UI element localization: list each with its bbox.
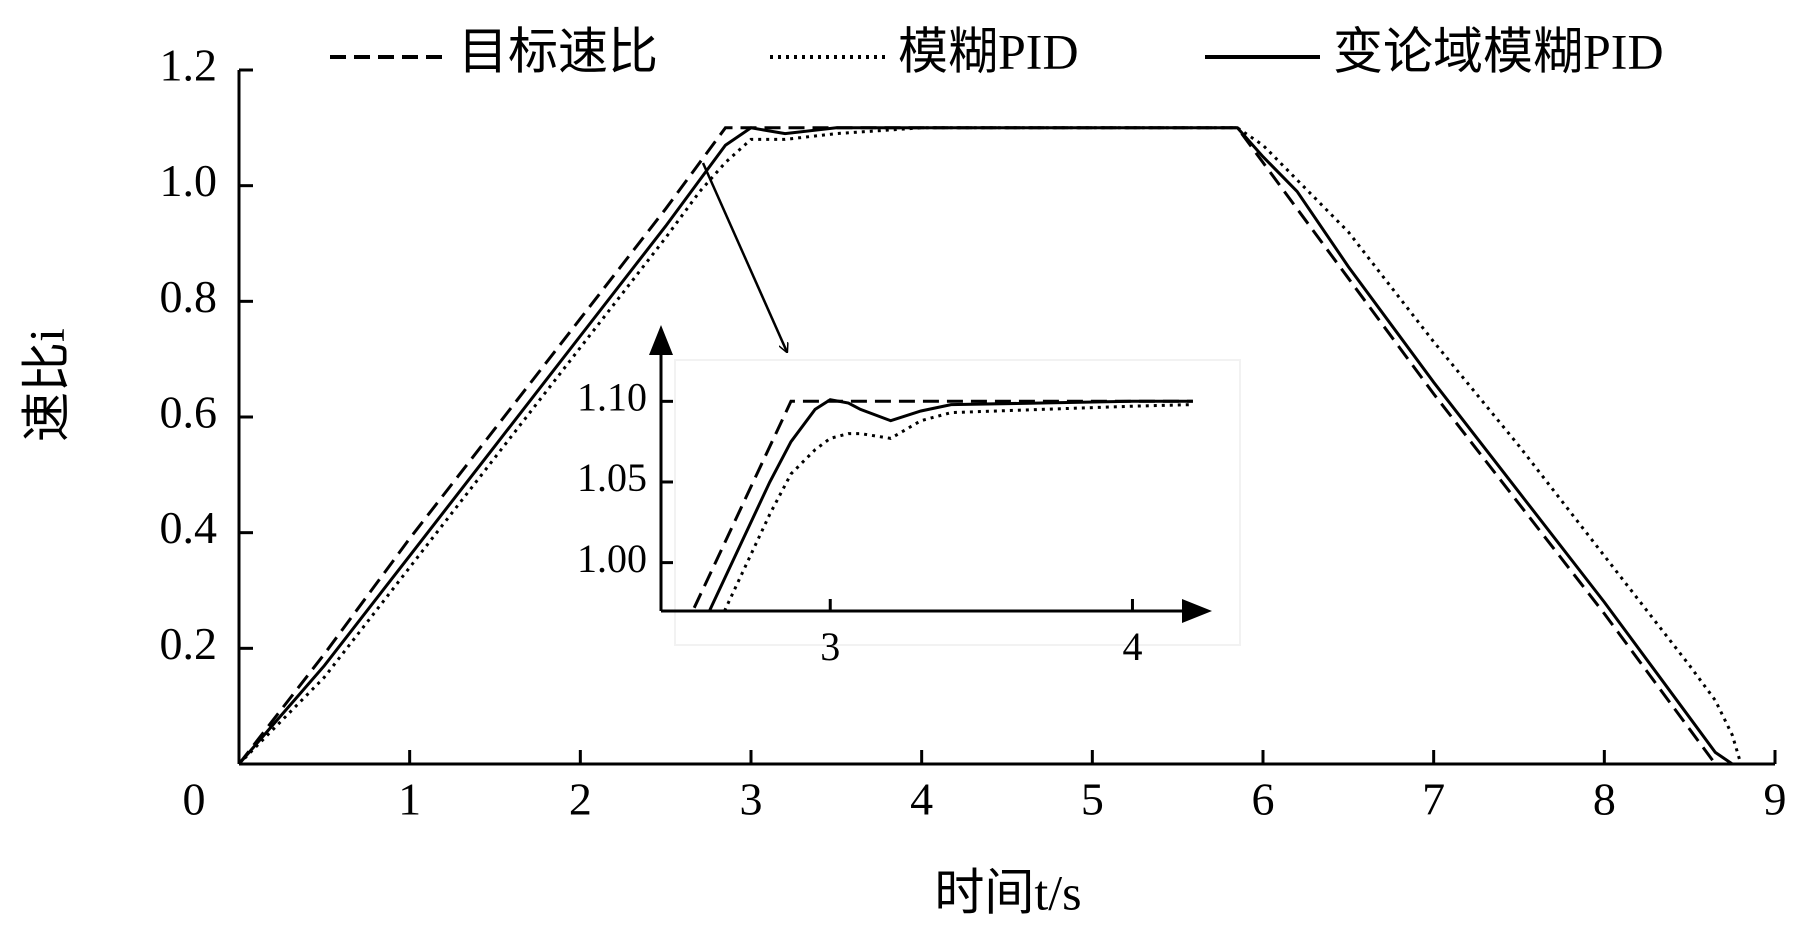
x-axis-label: 时间t/s <box>934 864 1081 920</box>
series-line <box>692 399 1193 609</box>
inset-background <box>674 359 1241 646</box>
zoom-arrow <box>701 162 787 352</box>
x-tick-label: 4 <box>1122 624 1142 669</box>
series-line <box>708 398 1193 612</box>
y-axis-label: 速比i <box>18 328 74 442</box>
y-tick-label: 1.2 <box>160 40 218 91</box>
x-tick-label: 4 <box>910 774 933 825</box>
legend-label: 变论域模糊PID <box>1333 23 1664 79</box>
x-tick-label: 3 <box>740 774 763 825</box>
x-tick-label: 7 <box>1422 774 1445 825</box>
legend-label: 模糊PID <box>898 23 1079 79</box>
y-tick-label: 1.00 <box>577 536 647 581</box>
y-tick-label: 0.2 <box>160 618 218 669</box>
y-tick-label: 0.6 <box>160 387 218 438</box>
series-line <box>237 126 1741 766</box>
x-tick-label: 5 <box>1081 774 1104 825</box>
x-tick-label: 0 <box>183 774 206 825</box>
legend-label: 目标速比 <box>458 23 658 79</box>
y-tick-label: 1.0 <box>160 155 218 206</box>
y-tick-label: 0.8 <box>160 271 218 322</box>
x-tick-label: 9 <box>1764 774 1787 825</box>
y-tick-label: 0.4 <box>160 502 218 553</box>
x-tick-label: 6 <box>1252 774 1275 825</box>
x-tick-label: 1 <box>398 774 421 825</box>
x-tick-label: 3 <box>820 624 840 669</box>
y-tick-label: 1.05 <box>577 455 647 500</box>
x-tick-label: 2 <box>569 774 592 825</box>
y-tick-label: 1.10 <box>577 375 647 420</box>
series-line <box>723 403 1193 612</box>
x-tick-label: 8 <box>1593 774 1616 825</box>
